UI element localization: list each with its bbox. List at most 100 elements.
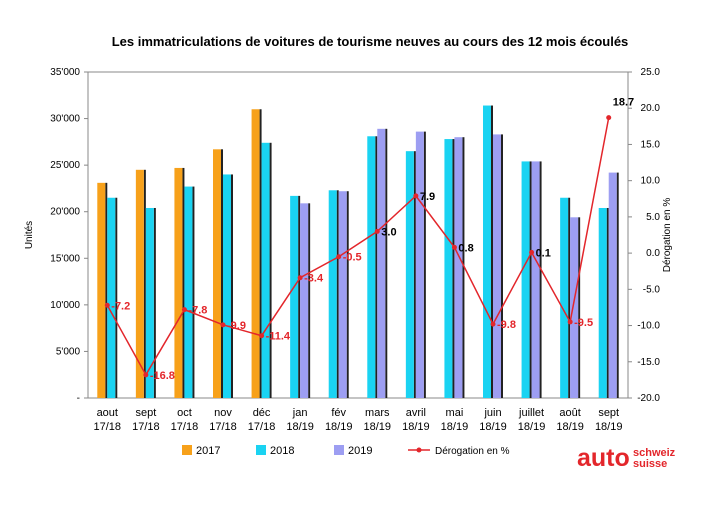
bar-shadow	[568, 197, 571, 398]
x-tick-label-line: 18/19	[518, 421, 546, 433]
x-tick-label: fév 18/19	[325, 407, 353, 433]
bar	[300, 203, 309, 398]
y-tick-label: 15'000	[50, 253, 80, 264]
y2-tick-label: 20.0	[641, 103, 661, 114]
x-tick-label-line: 18/19	[556, 421, 584, 433]
data-label: 3.0	[381, 226, 396, 238]
y2-tick-label: 25.0	[641, 67, 661, 78]
legend-swatch	[256, 445, 266, 455]
bar	[598, 207, 607, 398]
data-label: 18.7	[613, 97, 634, 109]
x-tick-label: nov 17/18	[209, 407, 237, 433]
bar-shadow	[182, 167, 185, 398]
bar-shadow	[221, 149, 223, 398]
bar	[415, 131, 424, 398]
bar-shadow	[308, 203, 311, 398]
y-tick-label: 25'000	[50, 160, 80, 171]
legend-marker	[416, 447, 422, 453]
line-point	[529, 249, 535, 255]
legend-label: 2017	[196, 445, 220, 457]
y-axis-label: Unités	[24, 221, 35, 249]
bar	[213, 149, 221, 398]
x-tick-label: mai 18/19	[441, 407, 469, 433]
x-tick-label-line: oct	[177, 407, 192, 419]
bar-shadow	[269, 142, 272, 398]
line-point	[374, 228, 380, 234]
y2-axis-label: Dérogation en %	[662, 198, 673, 273]
bar-shadow	[346, 191, 349, 398]
bar	[174, 167, 183, 398]
bar	[444, 139, 453, 398]
x-tick-label: avril 18/19	[402, 407, 430, 433]
data-label: 7.9	[420, 191, 435, 203]
data-label: -7.2	[111, 300, 130, 312]
y-tick-label: 20'000	[50, 207, 80, 218]
data-label: -16.8	[150, 370, 175, 382]
line-point	[181, 307, 187, 313]
x-tick-label-line: fév	[331, 407, 346, 419]
line-point	[606, 115, 612, 121]
bar-shadow	[375, 136, 378, 399]
data-label: -9.8	[497, 319, 516, 331]
bar	[107, 197, 116, 398]
x-tick-label-line: 18/19	[286, 421, 314, 433]
line-point	[143, 372, 149, 378]
bar	[338, 191, 347, 398]
x-tick-label-line: déc	[253, 407, 271, 419]
bar-shadow	[115, 197, 118, 398]
bar-shadow	[413, 151, 416, 398]
legend-swatch	[334, 445, 344, 455]
line-point	[451, 244, 457, 250]
x-tick-label: aout 17/18	[94, 407, 122, 433]
bar	[97, 182, 106, 398]
data-label: -3.4	[304, 273, 324, 285]
bar	[251, 109, 260, 398]
x-tick-label-line: 17/18	[248, 421, 276, 433]
logo-line: suisse	[633, 458, 667, 470]
x-tick-label-line: 17/18	[94, 421, 122, 433]
bar	[377, 128, 386, 398]
bar-shadow	[539, 161, 542, 398]
data-label: -7.8	[188, 305, 207, 317]
x-tick-label: juin 18/19	[479, 407, 507, 433]
bar	[184, 186, 193, 398]
logo-line: schweiz	[633, 447, 676, 459]
x-tick-label-line: 18/19	[325, 421, 353, 433]
x-tick-label: sept 18/19	[595, 407, 623, 433]
x-tick-label: déc 17/18	[248, 407, 276, 433]
legend-label: 2018	[270, 445, 294, 457]
bar	[223, 174, 231, 398]
bar	[135, 169, 144, 398]
bar	[570, 217, 579, 398]
x-tick-label-line: aout	[97, 407, 118, 419]
x-tick-label-line: 18/19	[595, 421, 623, 433]
legend-label: 2019	[348, 445, 372, 457]
bar-shadow	[153, 207, 156, 398]
line	[106, 117, 610, 377]
x-tick-label-line: mai	[446, 407, 464, 419]
x-tick-label: sept 17/18	[132, 407, 160, 433]
data-label: 0.1	[536, 247, 551, 259]
x-tick-label: oct 17/18	[171, 407, 199, 433]
y-tick-label: 5'000	[56, 346, 81, 357]
bar	[493, 134, 501, 399]
y2-tick-label: 10.0	[641, 176, 661, 187]
bar-shadow	[192, 186, 195, 398]
bar-shadow	[491, 105, 493, 398]
line-point	[104, 302, 110, 308]
bar-shadow	[298, 195, 301, 398]
bar	[560, 197, 569, 398]
y2-tick-label: -15.0	[637, 357, 660, 368]
x-tick-label-line: 17/18	[132, 421, 160, 433]
data-label: -0.5	[343, 252, 362, 264]
bar-shadow	[231, 174, 233, 398]
x-tick-label: juillet 18/19	[518, 407, 546, 433]
y-tick-label: 35'000	[50, 67, 80, 78]
x-tick-label-line: 18/19	[479, 421, 507, 433]
data-label: -9.9	[227, 320, 246, 332]
y2-tick-label: 0.0	[646, 248, 660, 259]
data-label: -11.4	[266, 331, 291, 343]
bar	[405, 151, 414, 398]
bar-shadow	[501, 134, 503, 399]
bar	[454, 137, 463, 398]
